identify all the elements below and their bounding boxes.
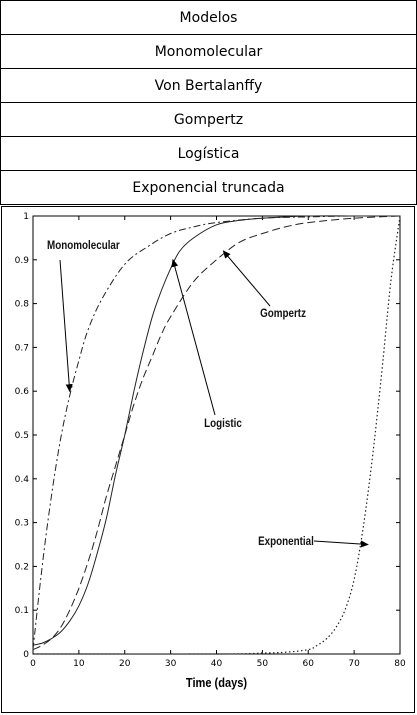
table-cell: Gompertz: [0, 102, 417, 137]
y-tick-label: 0: [23, 650, 29, 660]
annotation-logistic: Logistic: [204, 417, 242, 430]
x-tick-label: 70: [348, 659, 360, 669]
table-cell: Monomolecular: [0, 34, 417, 69]
table-cell: Von Bertalanffy: [0, 68, 417, 103]
x-axis-label: Time (days): [186, 675, 247, 690]
annotation-gompertz: Gompertz: [260, 307, 306, 320]
table-row: Von Bertalanffy: [0, 68, 417, 103]
x-tick-label: 20: [119, 659, 131, 669]
y-tick-label: 0.8: [15, 300, 30, 310]
y-tick-label: 0.9: [15, 256, 30, 266]
table-row: Monomolecular: [0, 34, 417, 69]
x-tick-label: 60: [303, 659, 315, 669]
x-tick-label: 40: [211, 659, 223, 669]
annotation-exponential: Exponential: [258, 535, 314, 548]
annotations-group: Monomolecular Logistic Gompertz Exponential: [47, 239, 369, 548]
plot-frame: [32, 215, 401, 655]
annotation-arrow: [171, 258, 216, 416]
annotation-arrow: [313, 540, 369, 548]
x-tick-label: 30: [165, 659, 177, 669]
series-line-gompertz: [32, 215, 401, 651]
y-tick-label: 0.3: [15, 519, 29, 529]
models-table: Modelos Monomolecular Von Bertalanffy Go…: [0, 0, 417, 205]
axes: 0 10 20 30 40 50 60 70 80 0 0.1 0.2 0.3 0.4 0.5 0.6 0.7 0…: [15, 212, 406, 669]
table-cell: Exponencial truncada: [0, 170, 417, 205]
series-group: [32, 215, 401, 655]
y-tick-label: 0.6: [15, 387, 30, 397]
annotation-monomolecular: Monomolecular: [47, 239, 120, 252]
y-tick-label: 0.5: [15, 431, 29, 441]
y-tick-label: 0.7: [15, 343, 29, 353]
table-row: Logística: [0, 136, 417, 171]
table-cell: Logística: [0, 136, 417, 171]
annotation-arrow: [222, 250, 271, 307]
y-tick-label: 0.4: [15, 475, 30, 485]
x-tick-label: 10: [73, 659, 85, 669]
table-row: Exponencial truncada: [0, 170, 417, 205]
growth-curves-chart: 0 10 20 30 40 50 60 70 80 0 0.1 0.2 0.3 0.4 0.5 0.6 0.7 0…: [15, 212, 406, 690]
chart-container: 0 10 20 30 40 50 60 70 80 0 0.1 0.2 0.3 0.4 0.5 0.6 0.7 0…: [1, 206, 415, 713]
y-tick-label: 0.2: [15, 562, 29, 572]
x-tick-label: 0: [30, 659, 36, 669]
table-row: Modelos: [0, 0, 417, 35]
annotation-arrow: [59, 259, 73, 393]
series-line-logistic: [32, 215, 400, 646]
y-tick-label: 0.1: [15, 606, 29, 616]
table-header-cell: Modelos: [0, 0, 417, 35]
series-line-exponential: [32, 215, 401, 655]
y-tick-label: 1: [23, 212, 29, 222]
table-row: Gompertz: [0, 102, 417, 137]
x-tick-label: 80: [394, 659, 406, 669]
x-tick-label: 50: [257, 659, 269, 669]
